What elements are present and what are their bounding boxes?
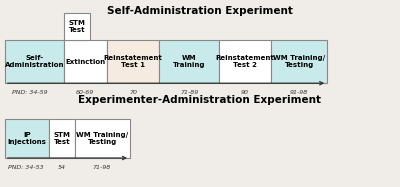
FancyBboxPatch shape — [107, 40, 159, 83]
Text: 71-89: 71-89 — [180, 90, 198, 95]
Text: 70: 70 — [129, 90, 137, 95]
FancyBboxPatch shape — [5, 40, 64, 83]
Text: WM Training/
Testing: WM Training/ Testing — [273, 55, 325, 68]
Text: Reinstatement
Test 2: Reinstatement Test 2 — [216, 55, 275, 68]
Text: STM
Test: STM Test — [68, 20, 86, 33]
Text: WM Training/
Testing: WM Training/ Testing — [76, 132, 128, 145]
FancyBboxPatch shape — [271, 40, 327, 83]
Text: Self-
Administration: Self- Administration — [5, 55, 64, 68]
Text: STM
Test: STM Test — [53, 132, 70, 145]
Text: 54: 54 — [58, 165, 66, 170]
Text: Self-Administration Experiment: Self-Administration Experiment — [107, 6, 293, 16]
Text: Experimenter-Administration Experiment: Experimenter-Administration Experiment — [78, 95, 322, 105]
Text: PND: 34-53: PND: 34-53 — [8, 165, 44, 170]
Text: 60-69: 60-69 — [76, 90, 94, 95]
Text: IP
Injections: IP Injections — [7, 132, 46, 145]
FancyBboxPatch shape — [219, 40, 271, 83]
FancyBboxPatch shape — [64, 13, 90, 40]
Text: WM
Training: WM Training — [173, 55, 206, 68]
Text: Extinction: Extinction — [66, 59, 106, 65]
FancyBboxPatch shape — [5, 119, 49, 158]
Text: PND: 34-59: PND: 34-59 — [12, 90, 48, 95]
Text: 90: 90 — [241, 90, 249, 95]
FancyBboxPatch shape — [75, 119, 130, 158]
FancyBboxPatch shape — [49, 119, 75, 158]
Text: 71-98: 71-98 — [93, 165, 111, 170]
Text: Reinstatement
Test 1: Reinstatement Test 1 — [104, 55, 163, 68]
Text: 91-98: 91-98 — [290, 90, 308, 95]
FancyBboxPatch shape — [159, 40, 219, 83]
FancyBboxPatch shape — [64, 40, 107, 83]
